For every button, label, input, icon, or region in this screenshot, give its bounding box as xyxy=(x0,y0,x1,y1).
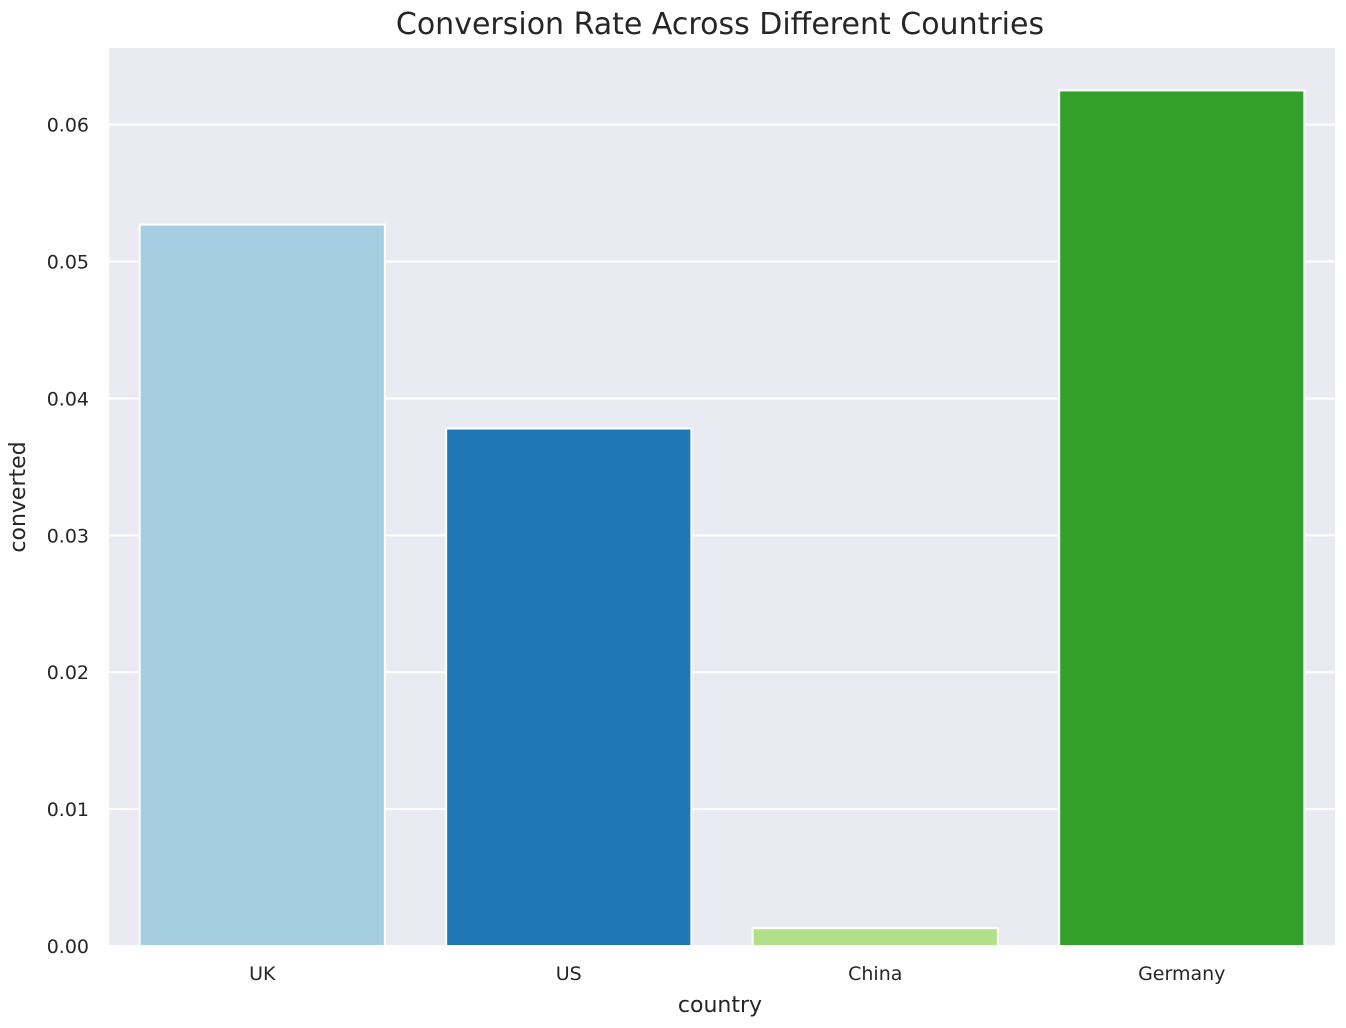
y-tick-label: 0.02 xyxy=(47,662,89,684)
x-tick-label: Germany xyxy=(1138,963,1225,985)
y-tick-labels: 0.00 0.01 0.02 0.03 0.04 0.05 0.06 xyxy=(47,115,89,958)
bar-us xyxy=(445,427,693,947)
bar-china xyxy=(751,927,999,948)
bar-uk xyxy=(138,223,386,947)
chart-title: Conversion Rate Across Different Countri… xyxy=(396,7,1044,42)
y-tick-label: 0.05 xyxy=(47,252,89,274)
x-tick-label: US xyxy=(556,963,582,985)
y-tick-label: 0.04 xyxy=(47,388,89,410)
y-tick-label: 0.03 xyxy=(47,525,89,547)
x-axis-label: country xyxy=(678,993,762,1018)
x-tick-label: China xyxy=(848,963,902,985)
bars xyxy=(138,89,1306,948)
y-tick-label: 0.06 xyxy=(47,115,89,137)
bar-germany xyxy=(1058,89,1306,947)
y-tick-label: 0.00 xyxy=(47,936,89,958)
y-axis-label: converted xyxy=(6,441,31,552)
x-tick-label: UK xyxy=(249,963,276,985)
x-tick-labels: UK US China Germany xyxy=(249,963,1225,985)
y-tick-label: 0.01 xyxy=(47,799,89,821)
